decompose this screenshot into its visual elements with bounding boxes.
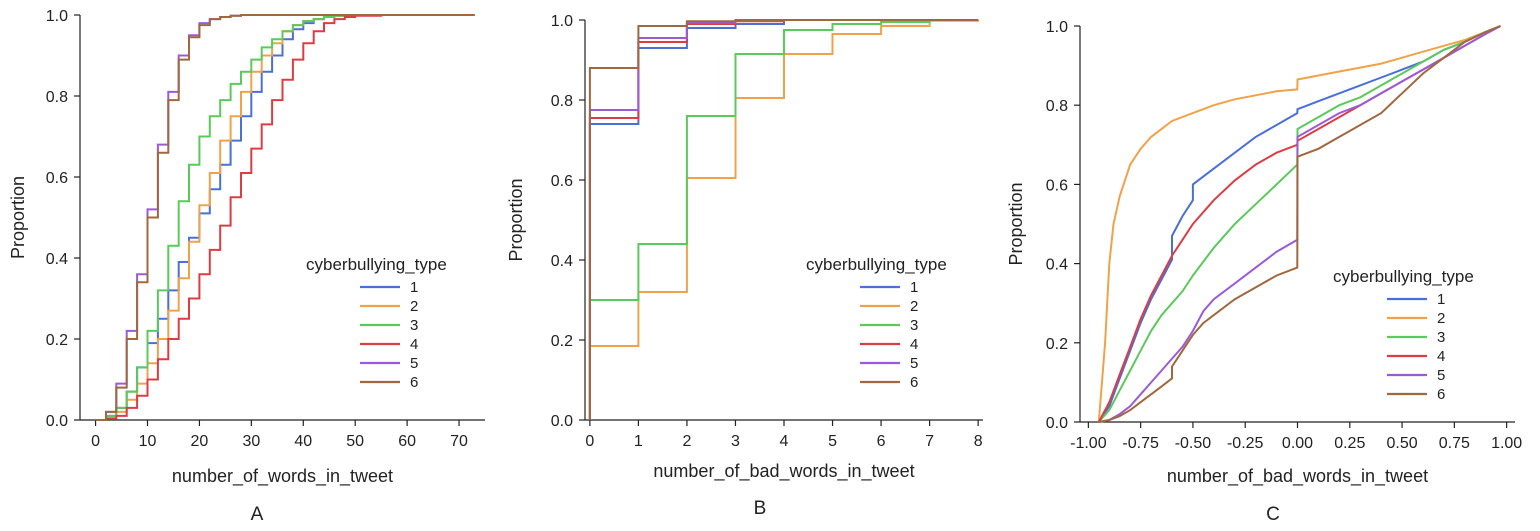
x-tick-label: 50 — [346, 433, 364, 450]
y-axis-label: Proportion — [8, 176, 28, 259]
x-tick-label: 2 — [682, 433, 691, 450]
x-axis-label: number_of_words_in_tweet — [172, 466, 393, 487]
legend-label: 6 — [410, 374, 418, 391]
series-line-6 — [588, 19, 979, 420]
y-tick-label: 1.0 — [46, 8, 68, 25]
legend-label: 1 — [1437, 291, 1445, 308]
x-tick-label: 3 — [731, 433, 740, 450]
x-tick-label: 0.00 — [1282, 435, 1313, 452]
x-tick-label: 70 — [450, 433, 468, 450]
y-tick-label: 0.0 — [551, 413, 573, 430]
y-tick-label: 0.8 — [551, 93, 573, 110]
x-tick-label: 4 — [780, 433, 789, 450]
legend-label: 5 — [910, 355, 918, 372]
y-tick-label: 0.2 — [46, 332, 68, 349]
x-tick-label: 20 — [191, 433, 209, 450]
x-tick-label: 40 — [294, 433, 312, 450]
legend-label: 2 — [410, 298, 418, 315]
series-line-4 — [95, 14, 475, 421]
legend: cyberbullying_type 1 2 3 4 5 6 — [306, 255, 447, 391]
x-tick-label: 1 — [634, 433, 643, 450]
y-tick-label: 1.0 — [1046, 19, 1068, 36]
x-tick-label: 60 — [398, 433, 416, 450]
legend-label: 3 — [1437, 329, 1445, 346]
series-line-3 — [588, 19, 979, 420]
y-tick-label: 0.4 — [1046, 257, 1068, 274]
x-tick-label: 0.50 — [1386, 435, 1417, 452]
y-tick-label: 0.0 — [46, 413, 68, 430]
legend: cyberbullying_type 1 2 3 4 5 6 — [1333, 267, 1474, 403]
x-axis-label: number_of_bad_words_in_tweet — [653, 461, 914, 482]
x-tick-label: 0.25 — [1334, 435, 1365, 452]
x-tick-label: 1.00 — [1491, 435, 1522, 452]
legend-label: 5 — [410, 355, 418, 372]
series-line-2 — [1097, 25, 1501, 423]
y-tick-label: 0.6 — [551, 173, 573, 190]
x-tick-label: -0.75 — [1122, 435, 1159, 452]
legend-title: cyberbullying_type — [306, 255, 447, 274]
x-tick-label: 7 — [925, 433, 934, 450]
x-tick-label: -1.00 — [1070, 435, 1107, 452]
legend-label: 4 — [1437, 348, 1445, 365]
series-line-3 — [1098, 25, 1501, 423]
series-line-3 — [95, 14, 475, 421]
series-line-5 — [1098, 25, 1501, 423]
legend-label: 2 — [1437, 310, 1445, 327]
x-tick-label: 6 — [877, 433, 886, 450]
x-tick-label: 30 — [242, 433, 260, 450]
legend-label: 5 — [1437, 367, 1445, 384]
y-axis-label: Proportion — [1006, 182, 1026, 265]
y-tick-label: 0.4 — [46, 251, 68, 268]
x-tick-label: -0.25 — [1227, 435, 1264, 452]
y-tick-label: 0.8 — [46, 89, 68, 106]
series-line-6 — [95, 14, 475, 421]
x-tick-label: 0 — [585, 433, 594, 450]
y-tick-label: 0.2 — [551, 333, 573, 350]
chart-panel-b: 0 1 2 3 4 5 6 7 8 0.0 0.2 0.4 0.6 0.8 1.0 number_of_bad… — [506, 13, 983, 519]
y-tick-label: 0.2 — [1046, 336, 1068, 353]
legend-label: 1 — [910, 279, 918, 296]
legend-label: 6 — [1437, 386, 1445, 403]
legend-label: 2 — [910, 298, 918, 315]
x-tick-label: 8 — [974, 433, 983, 450]
y-tick-label: 0.0 — [1046, 415, 1068, 432]
y-tick-label: 0.6 — [1046, 177, 1068, 194]
y-tick-label: 0.6 — [46, 170, 68, 187]
x-tick-label: 5 — [828, 433, 837, 450]
legend-label: 6 — [910, 374, 918, 391]
legend-label: 1 — [410, 279, 418, 296]
panel-label: C — [1266, 504, 1280, 525]
series-line-6 — [1098, 25, 1501, 423]
y-axis-label: Proportion — [506, 178, 526, 261]
legend-label: 3 — [910, 317, 918, 334]
chart-panel-a: 0 10 20 30 40 50 60 70 0.0 0.2 0.4 0.6 0.8 1.0 number_… — [8, 8, 485, 525]
chart-panel-c: -1.00 -0.75 -0.50 -0.25 0.00 0.25 0.50 0.75 1.00… — [1006, 19, 1522, 525]
legend-label: 4 — [910, 336, 918, 353]
x-axis-label: number_of_bad_words_in_tweet — [1167, 466, 1428, 487]
panel-label: A — [251, 504, 264, 525]
legend-title: cyberbullying_type — [1333, 267, 1474, 286]
legend: cyberbullying_type 1 2 3 4 5 6 — [806, 255, 947, 391]
legend-label: 4 — [410, 336, 418, 353]
legend-label: 3 — [410, 317, 418, 334]
x-tick-label: 0 — [91, 433, 100, 450]
x-tick-label: 10 — [139, 433, 157, 450]
y-tick-label: 1.0 — [551, 13, 573, 30]
x-tick-label: 0.75 — [1439, 435, 1470, 452]
panel-label: B — [754, 498, 767, 519]
x-tick-label: -0.50 — [1175, 435, 1212, 452]
y-tick-label: 0.4 — [551, 253, 573, 270]
series-line-1 — [1097, 25, 1501, 423]
y-tick-label: 0.8 — [1046, 98, 1068, 115]
legend-title: cyberbullying_type — [806, 255, 947, 274]
